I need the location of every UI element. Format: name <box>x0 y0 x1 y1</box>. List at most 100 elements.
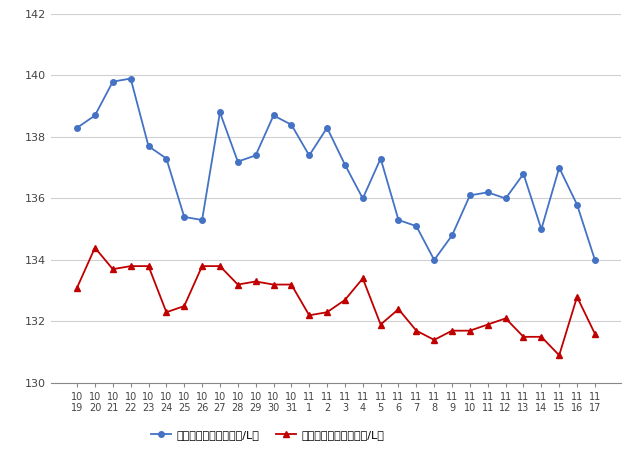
Line: ハイオク実売価格（円/L）: ハイオク実売価格（円/L） <box>74 245 598 358</box>
ハイオク看板価格（円/L） <box>305 153 313 158</box>
Text: 11: 11 <box>392 392 404 402</box>
ハイオク看板価格（円/L） <box>520 171 527 177</box>
Text: 28: 28 <box>232 403 244 413</box>
ハイオク実売価格（円/L） <box>91 245 99 250</box>
ハイオク実売価格（円/L） <box>287 282 295 287</box>
ハイオク看板価格（円/L） <box>109 79 116 85</box>
ハイオク看板価格（円/L） <box>234 159 242 164</box>
ハイオク看板価格（円/L） <box>323 125 331 131</box>
ハイオク看板価格（円/L） <box>377 156 385 161</box>
ハイオク実売価格（円/L） <box>591 331 599 337</box>
ハイオク実売価格（円/L） <box>448 328 456 333</box>
ハイオク看板価格（円/L） <box>484 190 492 195</box>
ハイオク実売価格（円/L） <box>395 306 403 312</box>
Text: 26: 26 <box>196 403 208 413</box>
Text: 8: 8 <box>431 403 437 413</box>
Text: 20: 20 <box>89 403 101 413</box>
Text: 25: 25 <box>178 403 191 413</box>
ハイオク実売価格（円/L） <box>573 294 581 300</box>
Text: 11: 11 <box>482 403 494 413</box>
ハイオク看板価格（円/L） <box>73 125 81 131</box>
ハイオク実売価格（円/L） <box>484 322 492 327</box>
Text: 15: 15 <box>553 403 565 413</box>
ハイオク看板価格（円/L） <box>413 223 420 229</box>
Text: 11: 11 <box>535 392 547 402</box>
ハイオク実売価格（円/L） <box>520 334 527 340</box>
ハイオク実売価格（円/L） <box>163 310 170 315</box>
Text: 27: 27 <box>214 403 226 413</box>
Text: 10: 10 <box>160 392 173 402</box>
ハイオク実売価格（円/L） <box>323 310 331 315</box>
ハイオク看板価格（円/L） <box>466 192 474 198</box>
Text: 7: 7 <box>413 403 419 413</box>
ハイオク実売価格（円/L） <box>305 312 313 318</box>
ハイオク実売価格（円/L） <box>252 279 259 284</box>
Text: 1: 1 <box>306 403 312 413</box>
Text: 11: 11 <box>499 392 512 402</box>
Text: 10: 10 <box>142 392 155 402</box>
Legend: ハイオク看板価格（円/L）, ハイオク実売価格（円/L）: ハイオク看板価格（円/L）, ハイオク実売価格（円/L） <box>151 430 385 440</box>
Text: 10: 10 <box>464 403 476 413</box>
Text: 23: 23 <box>142 403 155 413</box>
ハイオク実売価格（円/L） <box>127 263 134 269</box>
Text: 10: 10 <box>125 392 137 402</box>
Text: 10: 10 <box>268 392 280 402</box>
Text: 2: 2 <box>324 403 330 413</box>
ハイオク看板価格（円/L） <box>252 153 259 158</box>
Text: 11: 11 <box>410 392 422 402</box>
ハイオク実売価格（円/L） <box>502 316 509 321</box>
Text: 11: 11 <box>303 392 316 402</box>
Text: 6: 6 <box>396 403 401 413</box>
Text: 31: 31 <box>285 403 298 413</box>
Text: 19: 19 <box>71 403 83 413</box>
ハイオク実売価格（円/L） <box>359 276 367 281</box>
ハイオク看板価格（円/L） <box>359 196 367 201</box>
Text: 11: 11 <box>571 392 583 402</box>
Text: 11: 11 <box>589 392 601 402</box>
ハイオク実売価格（円/L） <box>538 334 545 340</box>
Text: 24: 24 <box>160 403 173 413</box>
Text: 30: 30 <box>268 403 280 413</box>
Text: 21: 21 <box>107 403 119 413</box>
ハイオク看板価格（円/L） <box>145 143 152 149</box>
Line: ハイオク看板価格（円/L）: ハイオク看板価格（円/L） <box>74 76 598 263</box>
Text: 10: 10 <box>71 392 83 402</box>
Text: 13: 13 <box>517 403 530 413</box>
Text: 11: 11 <box>339 392 351 402</box>
Text: 10: 10 <box>178 392 190 402</box>
Text: 11: 11 <box>553 392 565 402</box>
ハイオク看板価格（円/L） <box>287 122 295 127</box>
ハイオク看板価格（円/L） <box>269 113 277 118</box>
Text: 10: 10 <box>285 392 298 402</box>
ハイオク実売価格（円/L） <box>234 282 242 287</box>
Text: 10: 10 <box>107 392 119 402</box>
ハイオク看板価格（円/L） <box>538 226 545 232</box>
Text: 22: 22 <box>124 403 137 413</box>
Text: 16: 16 <box>571 403 583 413</box>
Text: 14: 14 <box>535 403 547 413</box>
ハイオク看板価格（円/L） <box>448 233 456 238</box>
ハイオク実売価格（円/L） <box>430 337 438 343</box>
ハイオク実売価格（円/L） <box>341 297 349 303</box>
Text: 10: 10 <box>89 392 101 402</box>
ハイオク看板価格（円/L） <box>198 217 206 223</box>
ハイオク看板価格（円/L） <box>341 162 349 168</box>
ハイオク看板価格（円/L） <box>216 110 224 115</box>
Text: 10: 10 <box>196 392 208 402</box>
Text: 11: 11 <box>428 392 440 402</box>
Text: 11: 11 <box>464 392 476 402</box>
ハイオク看板価格（円/L） <box>180 214 188 219</box>
Text: 17: 17 <box>589 403 601 413</box>
Text: 29: 29 <box>250 403 262 413</box>
ハイオク実売価格（円/L） <box>269 282 277 287</box>
Text: 10: 10 <box>214 392 226 402</box>
ハイオク実売価格（円/L） <box>216 263 224 269</box>
ハイオク看板価格（円/L） <box>573 202 581 207</box>
ハイオク看板価格（円/L） <box>91 113 99 118</box>
ハイオク実売価格（円/L） <box>556 353 563 358</box>
Text: 5: 5 <box>378 403 384 413</box>
ハイオク看板価格（円/L） <box>163 156 170 161</box>
ハイオク看板価格（円/L） <box>591 257 599 263</box>
ハイオク実売価格（円/L） <box>413 328 420 333</box>
Text: 11: 11 <box>374 392 387 402</box>
